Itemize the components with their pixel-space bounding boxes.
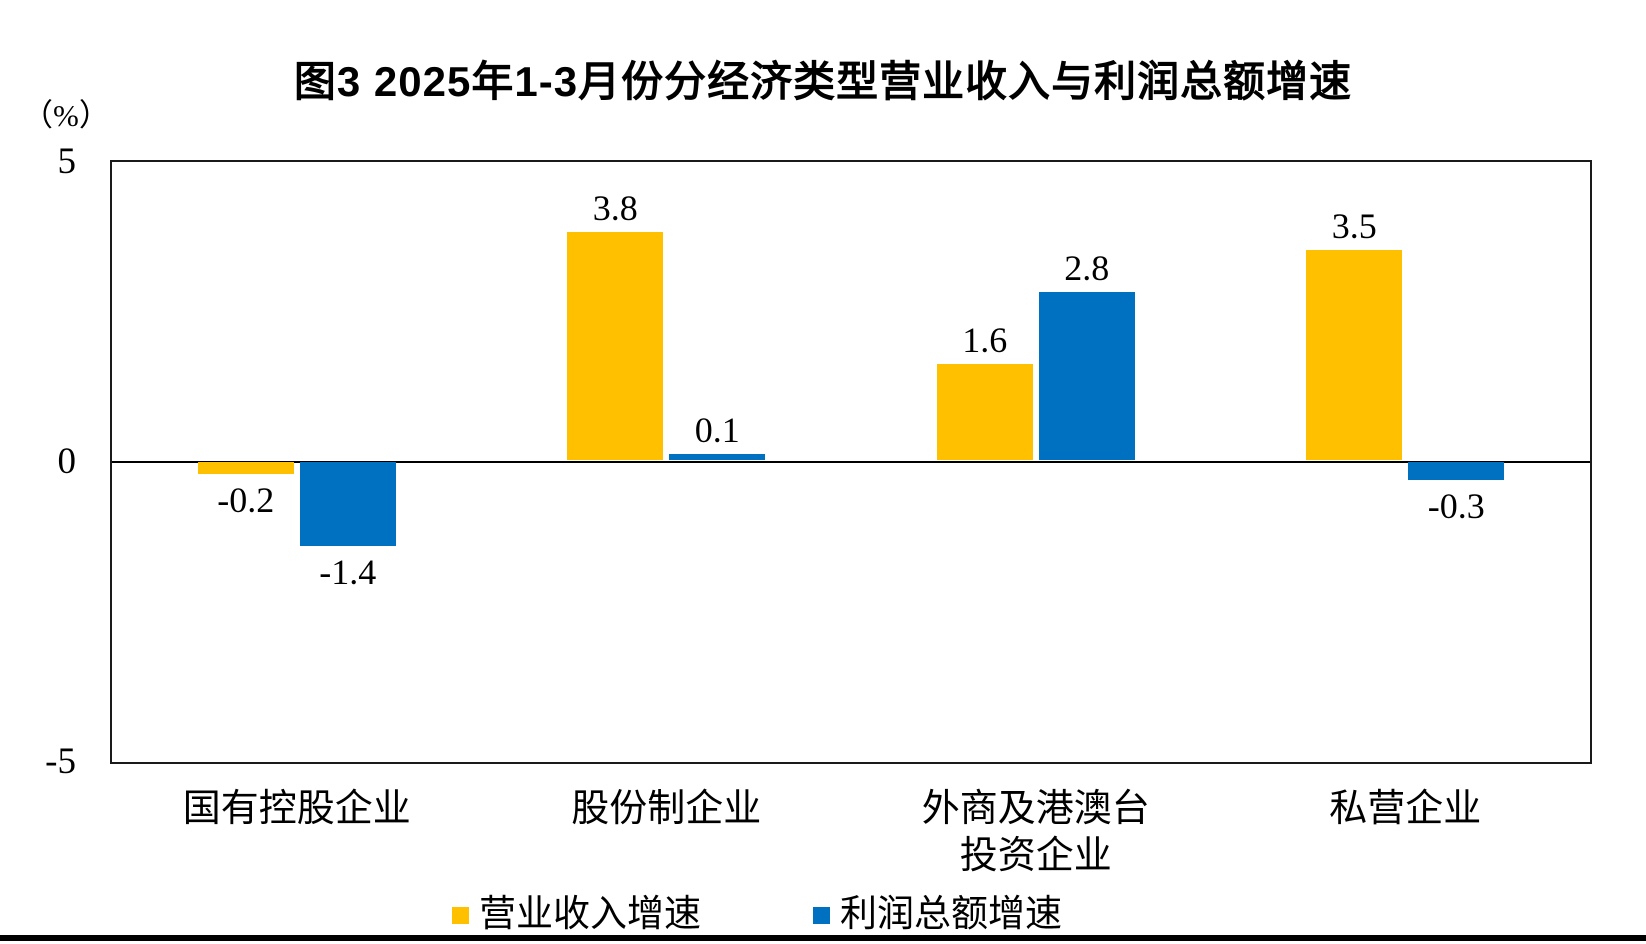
- legend-item-revenue: 营业收入增速: [452, 893, 701, 937]
- bar-value-label-revenue-4: 3.5: [1331, 206, 1377, 246]
- bar-revenue-4: [1306, 250, 1403, 460]
- legend-label-profit: 利润总额增速: [840, 894, 1062, 935]
- legend-marker-revenue: [452, 906, 469, 924]
- category-label-4: 私营企业: [1329, 788, 1482, 830]
- bar-value-label-revenue-2: 3.8: [592, 188, 638, 228]
- legend-item-profit: 利润总额增速: [813, 893, 1062, 937]
- category-label-3: 外商及港澳台 投资企业: [921, 788, 1150, 877]
- plot-area: -0.2 -1.4 3.8 0.1 1.6 2.8 3.5 -0.3: [110, 160, 1592, 764]
- bar-profit-3: [1038, 292, 1135, 460]
- chart-title: 图3 2025年1-3月份分经济类型营业收入与利润总额增速: [293, 58, 1353, 105]
- bar-profit-2: [669, 454, 766, 460]
- legend-label-revenue: 营业收入增速: [479, 894, 701, 935]
- y-tick-label-5: 5: [57, 141, 77, 182]
- category-label-1: 国有控股企业: [182, 788, 411, 830]
- bar-value-label-profit-2: 0.1: [694, 410, 740, 450]
- bar-value-label-profit-3: 2.8: [1064, 248, 1110, 288]
- bar-profit-1: [299, 462, 396, 546]
- bar-value-label-revenue-1: -0.2: [217, 480, 275, 520]
- bar-value-label-profit-4: -0.3: [1427, 486, 1485, 526]
- bar-revenue-1: [197, 462, 294, 474]
- y-tick-label--5: -5: [45, 741, 76, 782]
- zero-axis-line: [112, 461, 1590, 463]
- bar-value-label-profit-1: -1.4: [319, 552, 377, 592]
- page-bottom-divider: [0, 935, 1646, 941]
- bar-value-label-revenue-3: 1.6: [962, 320, 1008, 360]
- legend-marker-profit: [813, 906, 830, 924]
- y-axis-unit-label: （%）: [22, 98, 110, 133]
- chart-legend: 营业收入增速 利润总额增速: [452, 893, 1062, 937]
- category-label-2: 股份制企业: [571, 788, 762, 830]
- bar-profit-4: [1408, 462, 1505, 480]
- bar-revenue-3: [936, 364, 1033, 460]
- bar-revenue-2: [567, 232, 664, 460]
- y-tick-label-0: 0: [57, 441, 77, 482]
